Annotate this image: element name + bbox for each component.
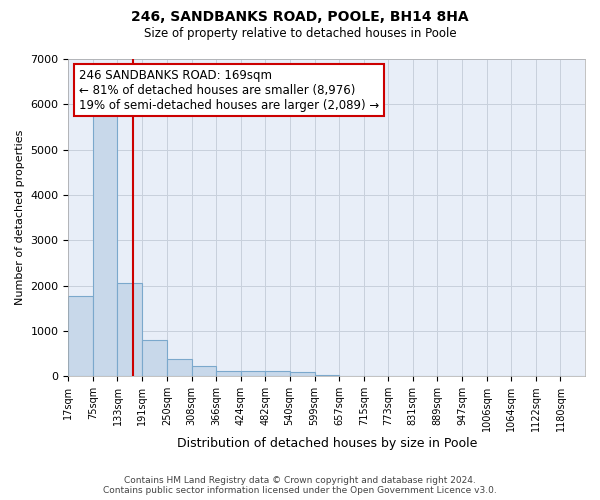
X-axis label: Distribution of detached houses by size in Poole: Distribution of detached houses by size … [176, 437, 477, 450]
Bar [265, 371, 290, 376]
Bar [118, 283, 142, 376]
Bar [142, 340, 167, 376]
Bar [93, 114, 118, 376]
Bar [216, 371, 241, 376]
Bar [191, 366, 216, 376]
Text: Contains HM Land Registry data © Crown copyright and database right 2024.
Contai: Contains HM Land Registry data © Crown c… [103, 476, 497, 495]
Bar [241, 371, 265, 376]
Bar [68, 296, 93, 376]
Text: Size of property relative to detached houses in Poole: Size of property relative to detached ho… [143, 28, 457, 40]
Text: 246, SANDBANKS ROAD, POOLE, BH14 8HA: 246, SANDBANKS ROAD, POOLE, BH14 8HA [131, 10, 469, 24]
Bar [167, 359, 191, 376]
Text: 246 SANDBANKS ROAD: 169sqm
← 81% of detached houses are smaller (8,976)
19% of s: 246 SANDBANKS ROAD: 169sqm ← 81% of deta… [79, 68, 379, 112]
Bar [290, 372, 314, 376]
Y-axis label: Number of detached properties: Number of detached properties [15, 130, 25, 306]
